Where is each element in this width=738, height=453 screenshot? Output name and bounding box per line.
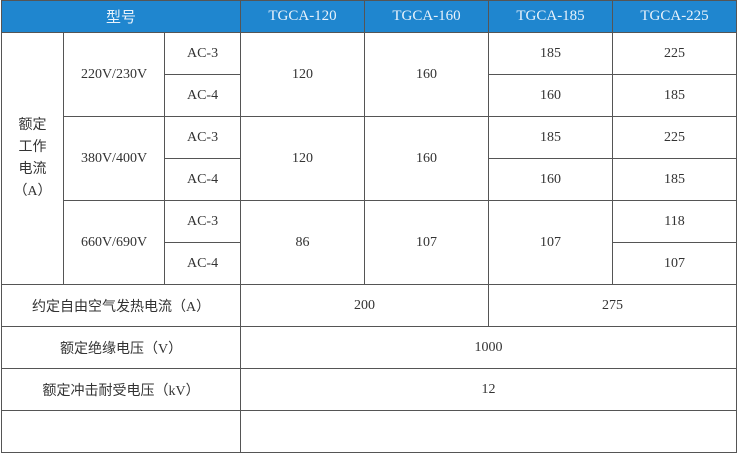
header-row: 型号 TGCA-120 TGCA-160 TGCA-185 TGCA-225 <box>0 0 738 33</box>
category-cell: AC-4 <box>163 242 242 285</box>
category-cell: AC-4 <box>163 158 242 201</box>
value-cell: 185 <box>612 74 738 117</box>
category-cell: AC-4 <box>163 74 242 117</box>
value-cell: 275 <box>488 284 738 327</box>
label-line: （A） <box>13 183 52 199</box>
value-cell: 118 <box>612 200 738 243</box>
insulation-voltage-label: 额定绝缘电压（V） <box>0 326 242 369</box>
value-cell: 200 <box>240 284 490 327</box>
voltage-cell: 220V/230V <box>63 32 165 117</box>
value-cell: 86 <box>240 200 366 285</box>
impulse-voltage-label: 额定冲击耐受电压（kV） <box>0 368 242 411</box>
empty-cell <box>0 410 242 453</box>
category-cell: AC-3 <box>163 116 242 159</box>
table-row <box>0 410 738 453</box>
value-cell: 185 <box>488 116 614 159</box>
table-row: AC-4 160 185 <box>2 158 738 201</box>
model-header-tgca-185: TGCA-185 <box>488 0 614 33</box>
value-cell: 107 <box>488 200 614 285</box>
value-cell: 160 <box>488 74 614 117</box>
value-cell: 160 <box>364 32 490 117</box>
category-cell: AC-3 <box>163 200 242 243</box>
value-cell: 185 <box>488 32 614 75</box>
value-cell: 160 <box>364 116 490 201</box>
value-cell: 225 <box>612 32 738 75</box>
value-cell: 160 <box>488 158 614 201</box>
value-cell: 225 <box>612 116 738 159</box>
label-line: 工作 <box>18 139 47 155</box>
voltage-cell: 660V/690V <box>63 200 165 285</box>
impulse-voltage-row: 额定冲击耐受电压（kV） 12 <box>0 368 738 411</box>
label-line: 电流 <box>18 161 47 177</box>
model-header: 型号 <box>0 0 242 33</box>
table-row: AC-4 107 <box>2 242 738 285</box>
value-cell: 185 <box>612 158 738 201</box>
rated-current-label: 额定 工作 电流 （A） <box>1 32 64 285</box>
table-row: 660V/690V AC-3 86 107 107 118 <box>2 200 738 285</box>
model-header-tgca-120: TGCA-120 <box>240 0 366 33</box>
model-header-tgca-160: TGCA-160 <box>364 0 490 33</box>
value-cell: 107 <box>364 200 490 285</box>
value-cell: 1000 <box>240 326 738 369</box>
voltage-cell: 380V/400V <box>63 116 165 201</box>
thermal-current-label: 约定自由空气发热电流（A） <box>0 284 242 327</box>
value-cell: 12 <box>240 368 738 411</box>
label-line: 额定 <box>18 117 47 133</box>
value-cell: 120 <box>240 32 366 117</box>
value-cell: 107 <box>612 242 738 285</box>
category-cell: AC-3 <box>163 32 242 75</box>
insulation-voltage-row: 额定绝缘电压（V） 1000 <box>0 326 738 369</box>
value-cell: 120 <box>240 116 366 201</box>
thermal-current-row: 约定自由空气发热电流（A） 200 275 <box>0 284 738 327</box>
table-row: 额定 工作 电流 （A） 220V/230V AC-3 120 160 185 … <box>1 32 738 285</box>
table-row: AC-4 160 185 <box>2 74 738 117</box>
model-header-tgca-225: TGCA-225 <box>612 0 738 33</box>
empty-cell <box>240 410 738 453</box>
table-row: 380V/400V AC-3 120 160 185 225 <box>2 116 738 201</box>
